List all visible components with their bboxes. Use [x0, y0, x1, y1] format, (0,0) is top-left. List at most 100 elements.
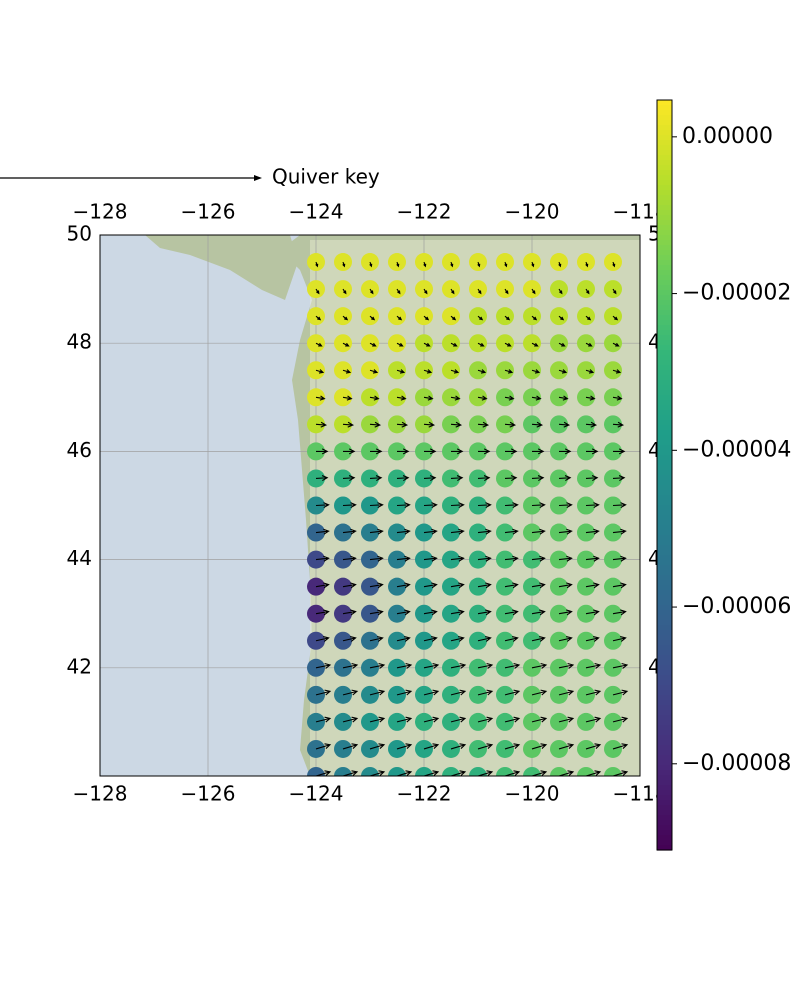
colorbar-segment — [657, 250, 672, 256]
quiver-arrow — [477, 743, 494, 750]
colorbar-segment — [657, 640, 672, 646]
quiver-arrow — [531, 716, 548, 723]
colorbar-frame — [656, 99, 673, 851]
quiver-arrow — [504, 288, 509, 295]
quiver-arrow — [315, 369, 325, 374]
quiver-arrow — [450, 288, 455, 295]
quiver-arrow — [504, 395, 515, 401]
quiver-arrow — [396, 421, 409, 428]
quiver-arrow — [423, 421, 436, 428]
quiver-arrow — [585, 502, 600, 509]
quiver-arrow — [316, 448, 329, 455]
quiver-arrow — [477, 475, 491, 482]
colorbar-segment — [657, 395, 672, 401]
quiver-arrow — [396, 502, 411, 509]
x-tick-label-bottom: −128 — [73, 782, 128, 806]
quiver-arrow — [450, 555, 465, 562]
quiver-arrow — [477, 636, 492, 642]
quiver-arrow — [612, 636, 627, 642]
quiver-arrow — [369, 689, 386, 696]
colorbar-segment — [657, 760, 672, 766]
x-tick-label-bottom: −126 — [181, 782, 236, 806]
colorbar-segment — [657, 420, 672, 426]
quiver-arrow — [612, 662, 629, 669]
quiver-arrow — [531, 770, 548, 776]
quiver-arrow — [504, 421, 517, 428]
colorbar-segment — [657, 825, 672, 831]
colorbar-tick-label: −0.00008 — [682, 751, 791, 776]
colorbar-segment — [657, 430, 672, 436]
quiver-arrow — [558, 288, 563, 295]
quiver-arrow — [369, 743, 386, 750]
colorbar-segment — [657, 225, 672, 231]
quiver-arrow — [423, 502, 438, 509]
quiver-arrow — [585, 582, 600, 589]
colorbar-segment — [657, 170, 672, 176]
colorbar-segment — [657, 570, 672, 576]
colorbar-segment — [657, 780, 672, 786]
colorbar-tick-label: −0.00002 — [682, 281, 791, 306]
colorbar: 0.00000 −0.00002 −0.00004 −0.00006 −0.00008 — [656, 99, 791, 851]
quiver-arrow — [504, 369, 514, 374]
colorbar-segment — [657, 635, 672, 641]
colorbar-segment — [657, 115, 672, 121]
colorbar-segment — [657, 490, 672, 496]
colorbar-segment — [657, 720, 672, 726]
colorbar-tick-label: −0.00004 — [682, 437, 791, 462]
colorbar-segment — [657, 130, 672, 136]
y-tick-label-left: 42 — [67, 654, 92, 678]
x-tick-label-top: −128 — [73, 200, 128, 224]
colorbar-segment — [657, 560, 672, 566]
quiver-arrow — [531, 555, 546, 562]
colorbar-segment — [657, 180, 672, 186]
quiver-arrow — [612, 528, 627, 535]
quiver-arrow — [342, 743, 359, 750]
quiver-arrow — [396, 743, 413, 750]
quiver-arrow — [369, 288, 374, 295]
colorbar-segment — [657, 790, 672, 796]
quiver-arrow — [450, 662, 467, 669]
x-tick-label-top: −122 — [397, 200, 452, 224]
quiver-arrow — [477, 315, 484, 321]
quiver-arrow — [451, 448, 464, 455]
colorbar-segment — [657, 160, 672, 166]
colorbar-segment — [657, 125, 672, 131]
quiver-arrow — [558, 528, 573, 535]
quiver-arrow — [585, 609, 600, 616]
x-tick-label-bottom: −122 — [397, 782, 452, 806]
colorbar-segment — [657, 275, 672, 281]
quiver-arrow — [504, 689, 521, 696]
quiver-arrow — [423, 689, 440, 696]
quiver-arrow — [477, 689, 494, 696]
colorbar-segment — [657, 155, 672, 161]
colorbar-segment — [657, 370, 672, 376]
colorbar-segment — [657, 745, 672, 751]
quiver-arrow — [396, 342, 404, 347]
quiver-arrow — [559, 448, 572, 455]
quiver-arrow — [558, 395, 569, 401]
quiver-arrow — [423, 261, 427, 268]
quiver-arrow — [370, 448, 383, 455]
quiver-arrow — [504, 475, 518, 482]
quiver-arrow — [612, 261, 616, 268]
colorbar-segment — [657, 830, 672, 836]
quiver-arrow — [450, 770, 467, 776]
quiver-arrow — [450, 342, 458, 347]
quiver-arrow — [369, 502, 384, 509]
quiver-arrow — [558, 369, 568, 374]
colorbar-segment — [657, 730, 672, 736]
y-tick-label-left: 48 — [67, 330, 92, 354]
quiver-arrow — [315, 716, 332, 723]
quiver-arrow — [369, 662, 386, 669]
quiver-arrow — [531, 636, 546, 642]
x-tick-label-bottom: −124 — [289, 782, 344, 806]
colorbar-segment — [657, 815, 672, 821]
quiver-arrow — [315, 743, 332, 750]
quiver-arrow — [477, 395, 488, 401]
quiver-arrow — [504, 662, 521, 669]
quiver-arrow — [531, 502, 546, 509]
colorbar-segment — [657, 145, 672, 151]
colorbar-segment — [657, 120, 672, 126]
colorbar-segment — [657, 140, 672, 146]
